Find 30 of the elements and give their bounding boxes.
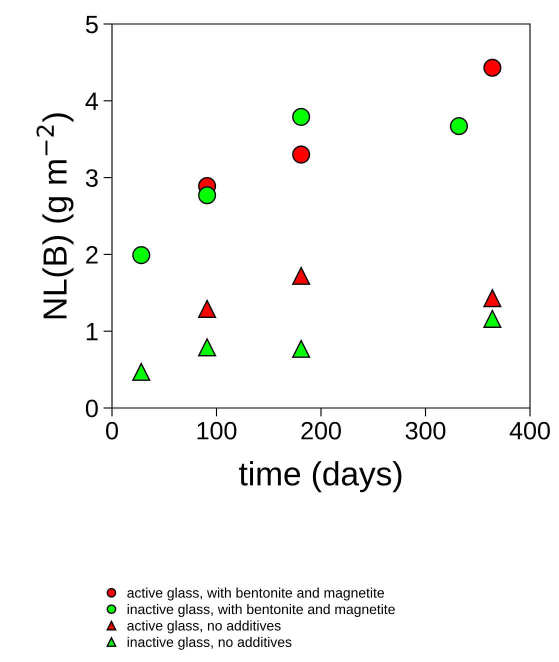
x-axis-title: time (days) bbox=[239, 461, 402, 492]
y-tick-label: 0 bbox=[86, 400, 98, 418]
x-tick-label: 0 bbox=[106, 422, 118, 440]
y-axis-title: NL(B) (g m$^{−2}$) bbox=[36, 113, 74, 318]
point bbox=[483, 58, 502, 77]
x-tick-label: 400 bbox=[510, 422, 550, 440]
point bbox=[132, 362, 150, 381]
x-tick-label: 300 bbox=[406, 422, 446, 440]
point bbox=[483, 310, 502, 328]
point bbox=[198, 338, 216, 356]
point bbox=[292, 108, 310, 126]
x-tick-label: 100 bbox=[198, 422, 236, 440]
point bbox=[292, 146, 310, 164]
point bbox=[292, 266, 310, 285]
point bbox=[198, 300, 216, 318]
y-tick-label: 1 bbox=[86, 323, 98, 340]
x-tick-label: 200 bbox=[301, 422, 341, 440]
point bbox=[132, 246, 150, 264]
legend-label: inactive glass, with bentonite and magnetite bbox=[128, 604, 395, 617]
y-tick-label: 4 bbox=[85, 92, 98, 110]
y-tick-label: 3 bbox=[86, 169, 98, 187]
legend-label: active glass, with bentonite and magnetite bbox=[127, 588, 384, 601]
y-tick-label: 2 bbox=[86, 246, 98, 264]
point bbox=[450, 117, 468, 136]
point bbox=[483, 289, 502, 308]
y-tick-label: 5 bbox=[86, 16, 98, 34]
legend-label: active glass, no additives bbox=[127, 620, 281, 634]
point bbox=[198, 186, 216, 204]
point bbox=[292, 340, 310, 358]
legend-label: inactive glass, no additives bbox=[128, 636, 292, 650]
